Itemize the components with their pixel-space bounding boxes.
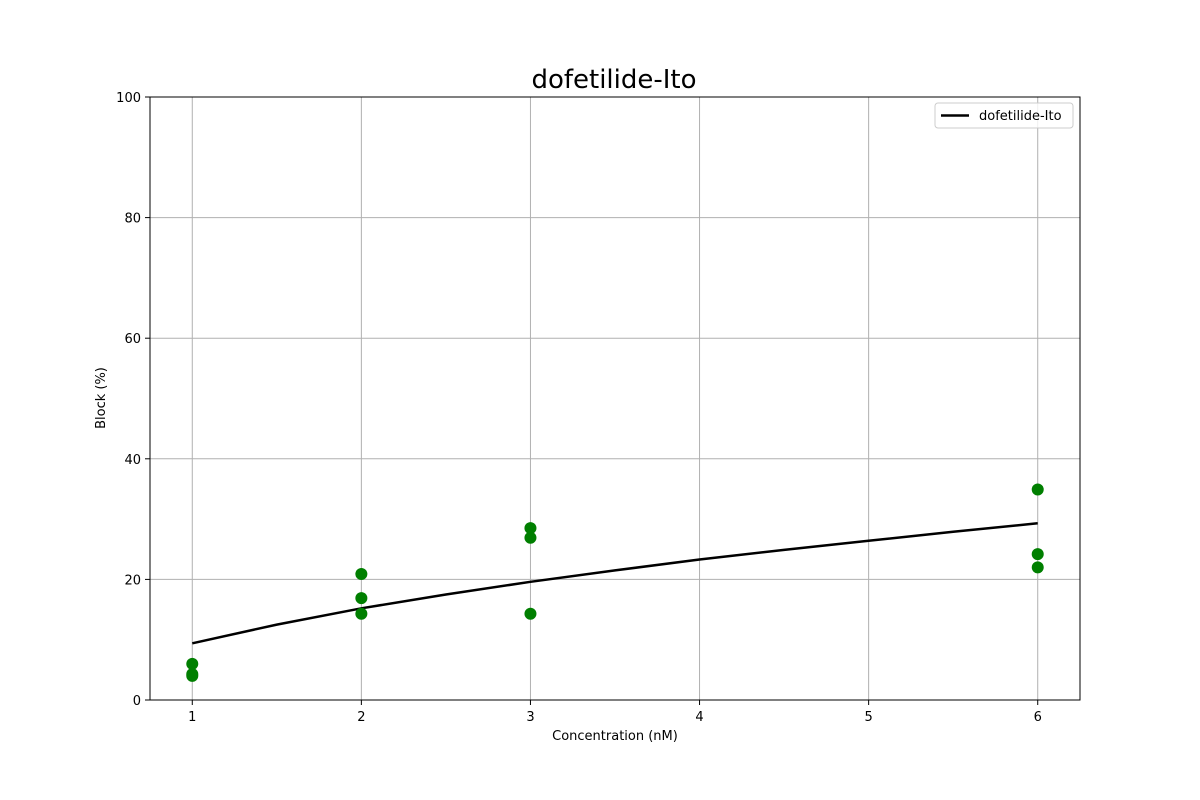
y-axis-label: Block (%) xyxy=(94,367,109,429)
y-axis-ticks: 0 20 40 60 80 100 xyxy=(116,91,150,709)
x-tick-label: 2 xyxy=(357,710,365,725)
y-tick-label: 80 xyxy=(124,212,141,227)
scatter-point xyxy=(524,522,537,535)
fit-curve xyxy=(192,522,1038,645)
scatter-point xyxy=(524,607,537,620)
legend-label: dofetilide-Ito xyxy=(979,109,1062,124)
x-tick-label: 5 xyxy=(864,710,872,725)
scatter-point xyxy=(1031,561,1044,574)
scatter-point xyxy=(355,592,368,605)
legend: dofetilide-Ito xyxy=(934,102,1074,129)
scatter-points xyxy=(186,483,1044,682)
y-tick-label: 100 xyxy=(116,91,141,106)
scatter-point xyxy=(355,607,368,620)
x-tick-label: 4 xyxy=(695,710,703,725)
y-tick-label: 40 xyxy=(124,453,141,468)
y-tick-label: 20 xyxy=(124,573,141,588)
x-tick-label: 1 xyxy=(188,710,196,725)
plot-frame xyxy=(149,96,1081,701)
grid xyxy=(150,96,1080,701)
y-tick-label: 0 xyxy=(133,694,141,709)
x-axis-label: Concentration (nM) xyxy=(552,729,678,744)
x-tick-label: 3 xyxy=(526,710,534,725)
legend-box xyxy=(934,102,1074,129)
chart-title: dofetilide-Ito xyxy=(531,65,696,95)
x-axis-ticks: 1 2 3 4 5 6 xyxy=(188,700,1042,725)
scatter-point xyxy=(1031,483,1044,496)
scatter-point xyxy=(524,531,537,544)
scatter-point xyxy=(186,669,199,682)
y-tick-label: 60 xyxy=(124,332,141,347)
fit-curve-layer xyxy=(192,522,1038,645)
scatter-point xyxy=(1031,548,1044,561)
x-tick-label: 6 xyxy=(1034,710,1042,725)
scatter-point xyxy=(186,657,199,670)
scatter-point xyxy=(355,567,368,580)
